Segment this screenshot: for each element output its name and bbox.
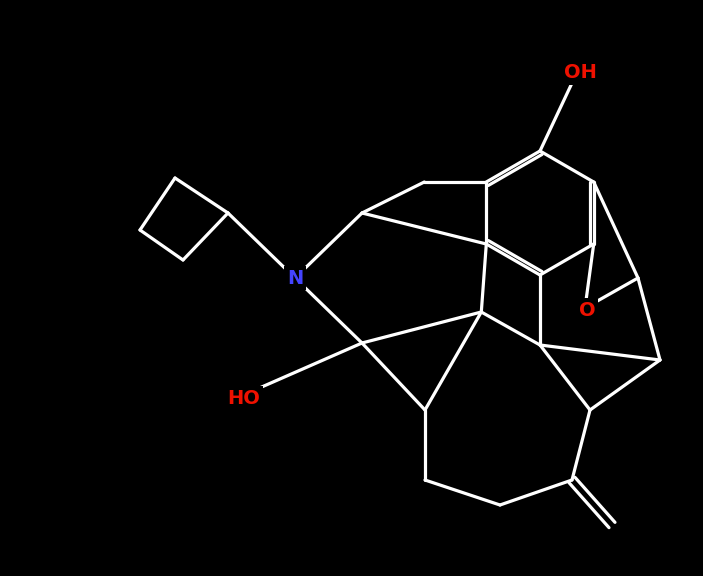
Text: OH: OH	[564, 63, 596, 82]
Text: N: N	[287, 268, 303, 287]
Text: O: O	[579, 301, 595, 320]
Text: HO: HO	[228, 388, 260, 407]
